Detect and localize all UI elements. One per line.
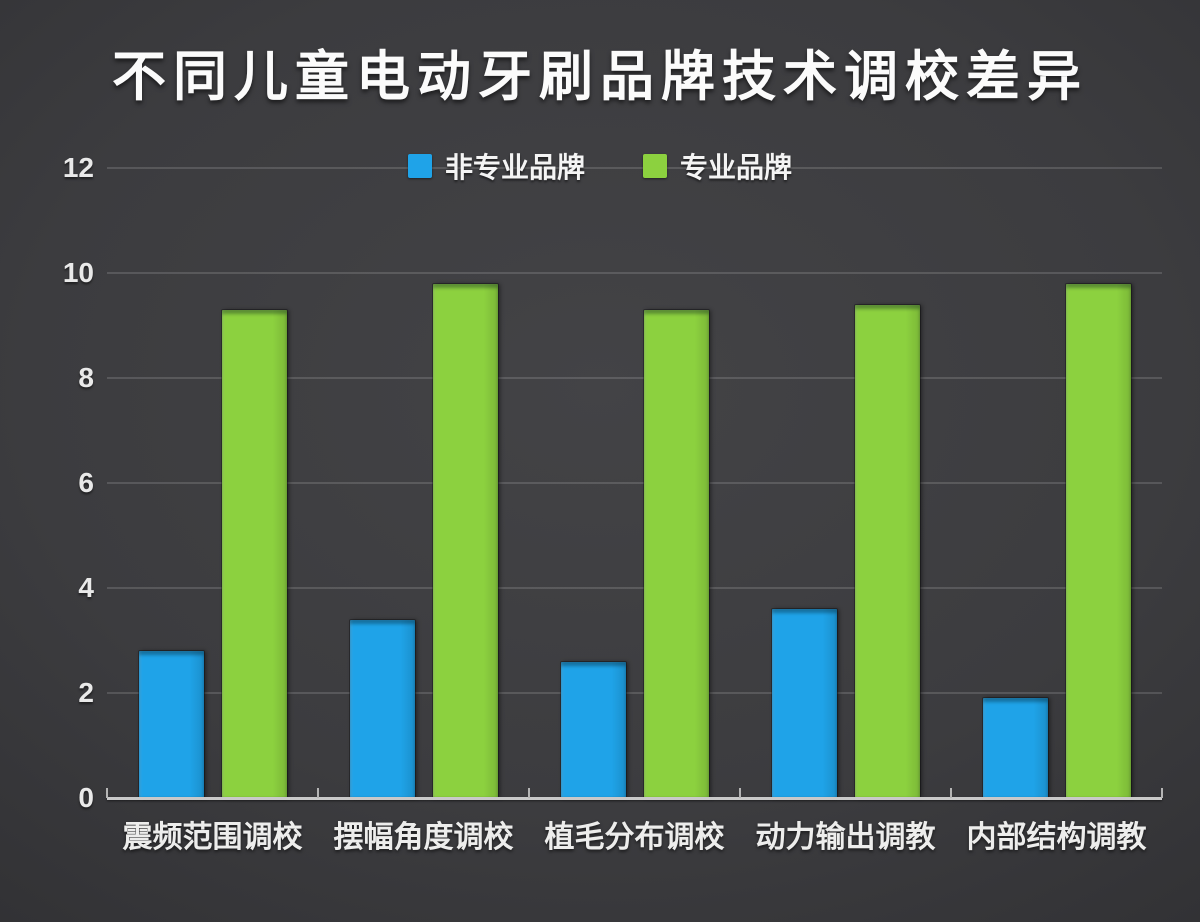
x-axis-tick bbox=[317, 788, 319, 798]
x-axis-tick bbox=[1161, 788, 1163, 798]
chart-title: 不同儿童电动牙刷品牌技术调校差异 bbox=[112, 47, 1088, 107]
bar-nonprofessional-3 bbox=[560, 661, 626, 798]
bar-professional-1 bbox=[221, 309, 287, 798]
y-tick-label: 6 bbox=[78, 467, 94, 498]
bar-professional-3 bbox=[643, 309, 709, 798]
x-axis-tick bbox=[950, 788, 952, 798]
legend-swatch-blue-icon bbox=[407, 154, 432, 178]
x-axis-line bbox=[107, 797, 1162, 800]
x-category-label: 动力输出调教 bbox=[755, 821, 936, 854]
legend-item-nonprofessional: 非专业品牌 bbox=[407, 146, 585, 186]
y-tick-label: 8 bbox=[78, 362, 94, 393]
legend-label-professional: 专业品牌 bbox=[680, 152, 793, 183]
bar-nonprofessional-5 bbox=[982, 698, 1048, 798]
gridline bbox=[107, 167, 1162, 169]
gridline bbox=[107, 587, 1162, 589]
y-tick-label: 4 bbox=[78, 572, 94, 603]
bar-professional-5 bbox=[1065, 283, 1131, 798]
legend-item-professional: 专业品牌 bbox=[643, 146, 792, 186]
x-category-label: 震频范围调校 bbox=[122, 821, 303, 854]
bar-nonprofessional-4 bbox=[771, 609, 837, 798]
y-tick-label: 0 bbox=[78, 782, 94, 813]
bar-professional-2 bbox=[432, 283, 498, 798]
y-tick-label: 10 bbox=[62, 257, 94, 288]
x-axis-tick bbox=[106, 788, 108, 798]
x-axis-tick bbox=[739, 788, 741, 798]
y-tick-label: 2 bbox=[78, 677, 94, 708]
x-category-label: 植毛分布调校 bbox=[544, 821, 725, 854]
bar-nonprofessional-1 bbox=[138, 651, 204, 798]
bar-nonprofessional-2 bbox=[349, 619, 415, 798]
gridline bbox=[107, 272, 1162, 274]
x-category-label: 内部结构调教 bbox=[966, 821, 1147, 854]
y-tick-label: 12 bbox=[62, 152, 94, 183]
gridline bbox=[107, 482, 1162, 484]
legend-swatch-green-icon bbox=[643, 154, 667, 178]
gridline bbox=[107, 692, 1162, 694]
x-axis-tick bbox=[528, 788, 530, 798]
chart-legend: 非专业品牌 专业品牌 bbox=[0, 146, 1200, 186]
x-category-label: 摆幅角度调校 bbox=[333, 821, 514, 854]
bar-professional-4 bbox=[854, 304, 920, 798]
legend-label-nonprofessional: 非专业品牌 bbox=[444, 152, 585, 183]
gridline bbox=[107, 377, 1162, 379]
